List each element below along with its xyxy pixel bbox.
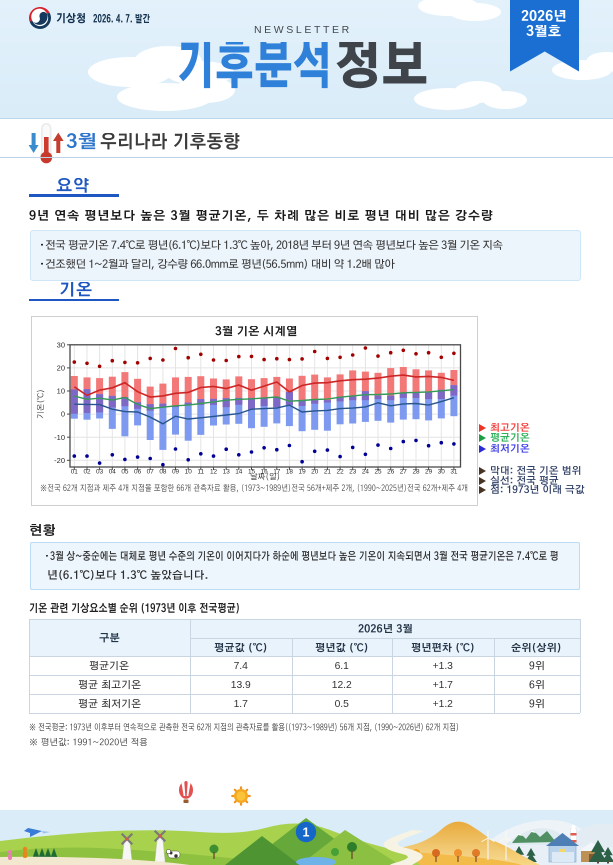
svg-text:02: 02: [83, 468, 91, 475]
svg-text:1: 1: [303, 826, 310, 840]
svg-text:07: 07: [147, 468, 155, 475]
svg-text:15: 15: [248, 468, 256, 475]
svg-text:-10: -10: [54, 433, 65, 442]
svg-text:04: 04: [109, 468, 117, 475]
svg-text:17: 17: [273, 468, 281, 475]
svg-text:03: 03: [96, 468, 104, 475]
svg-text:29: 29: [425, 468, 433, 475]
svg-text:24: 24: [362, 468, 370, 475]
svg-text:25: 25: [374, 468, 382, 475]
svg-text:20: 20: [57, 364, 65, 373]
svg-text:05: 05: [121, 468, 129, 475]
svg-text:10: 10: [57, 387, 65, 396]
svg-text:22: 22: [337, 468, 345, 475]
svg-text:28: 28: [412, 468, 420, 475]
svg-text:13: 13: [223, 468, 231, 475]
svg-text:31: 31: [450, 468, 458, 475]
svg-text:16: 16: [261, 468, 269, 475]
svg-text:27: 27: [400, 468, 408, 475]
svg-text:19: 19: [299, 468, 307, 475]
svg-text:0: 0: [61, 410, 65, 419]
svg-text:06: 06: [134, 468, 142, 475]
svg-text:30: 30: [438, 468, 446, 475]
svg-text:30: 30: [57, 340, 65, 349]
svg-text:01: 01: [71, 468, 79, 475]
svg-text:11: 11: [197, 468, 204, 475]
svg-text:20: 20: [311, 468, 319, 475]
svg-text:12: 12: [210, 468, 218, 475]
svg-text:14: 14: [235, 468, 243, 475]
svg-text:-20: -20: [54, 456, 65, 465]
svg-text:21: 21: [324, 468, 332, 475]
svg-text:18: 18: [286, 468, 294, 475]
svg-text:23: 23: [349, 468, 357, 475]
svg-text:10: 10: [185, 468, 193, 475]
svg-text:09: 09: [172, 468, 180, 475]
svg-text:08: 08: [159, 468, 167, 475]
svg-text:26: 26: [387, 468, 395, 475]
